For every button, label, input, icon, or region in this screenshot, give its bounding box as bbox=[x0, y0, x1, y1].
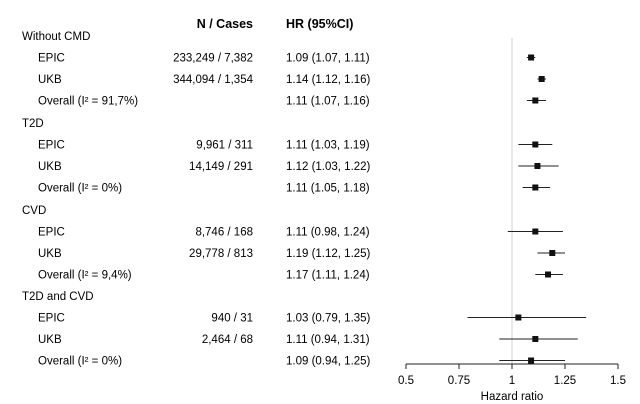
row-label: UKB bbox=[38, 161, 62, 173]
group-title: Without CMD bbox=[22, 31, 90, 43]
row-n-cases: 9,961 / 311 bbox=[196, 140, 253, 152]
row-label: UKB bbox=[38, 74, 62, 86]
hr-point bbox=[532, 97, 539, 104]
x-tick-label: 1 bbox=[509, 375, 515, 387]
hr-point bbox=[549, 250, 556, 256]
row-label: UKB bbox=[38, 248, 62, 260]
group-title: T2D and CVD bbox=[22, 291, 94, 303]
row-label: UKB bbox=[38, 334, 62, 346]
row-hr-text: 1.19 (1.12, 1.25) bbox=[286, 248, 371, 260]
row-n-cases: 8,746 / 168 bbox=[195, 227, 253, 239]
hr-point bbox=[528, 357, 535, 364]
row-hr-text: 1.03 (0.79, 1.35) bbox=[286, 313, 371, 325]
x-axis: 0.5 0.75 1 1.25 1.5 Hazard ratio bbox=[398, 363, 626, 403]
x-tick-label: 1.5 bbox=[610, 375, 626, 387]
row-hr-text: 1.09 (1.07, 1.11) bbox=[286, 53, 370, 65]
row-n-cases: 233,249 / 7,382 bbox=[173, 53, 253, 65]
row-label: EPIC bbox=[38, 227, 65, 239]
hr-point bbox=[545, 271, 552, 278]
row-n-cases: 14,149 / 291 bbox=[189, 161, 253, 173]
group-title: T2D bbox=[22, 118, 44, 130]
group-title: CVD bbox=[22, 205, 46, 217]
row-label: Overall (I² = 91,7%) bbox=[38, 96, 138, 108]
row-label: Overall (I² = 0%) bbox=[38, 356, 122, 368]
row-label: Overall (I² = 0%) bbox=[38, 183, 122, 195]
hr-point bbox=[534, 163, 541, 169]
row-hr-text: 1.12 (1.03, 1.22) bbox=[286, 161, 371, 173]
row-hr-text: 1.11 (1.07, 1.16) bbox=[286, 96, 370, 108]
row-hr-text: 1.11 (0.94, 1.31) bbox=[286, 334, 370, 346]
row-label: EPIC bbox=[38, 313, 65, 325]
row-n-cases: 940 / 31 bbox=[211, 313, 253, 325]
x-tick-label: 0.75 bbox=[448, 375, 470, 387]
hr-point bbox=[532, 141, 539, 148]
hr-point bbox=[532, 336, 539, 342]
row-n-cases: 2,464 / 68 bbox=[202, 334, 253, 346]
row-label: Overall (I² = 9,4%) bbox=[38, 270, 132, 282]
hr-point bbox=[515, 314, 522, 321]
hr-point bbox=[532, 184, 539, 191]
header-n-cases: N / Cases bbox=[197, 17, 253, 31]
x-tick-label: 0.5 bbox=[398, 375, 414, 387]
row-hr-text: 1.11 (0.98, 1.24) bbox=[286, 227, 370, 239]
hr-point bbox=[532, 228, 539, 235]
hr-point bbox=[538, 76, 545, 82]
row-hr-text: 1.11 (1.05, 1.18) bbox=[286, 183, 370, 195]
x-axis-label: Hazard ratio bbox=[481, 391, 544, 403]
row-n-cases: 344,094 / 1,354 bbox=[173, 74, 254, 86]
hr-point bbox=[528, 54, 535, 61]
row-hr-text: 1.17 (1.11, 1.24) bbox=[286, 270, 370, 282]
row-hr-text: 1.11 (1.03, 1.19) bbox=[286, 140, 370, 152]
row-hr-text: 1.09 (0.94, 1.25) bbox=[286, 356, 371, 368]
row-label: EPIC bbox=[38, 53, 65, 65]
row-label: EPIC bbox=[38, 140, 65, 152]
row-n-cases: 29,778 / 813 bbox=[189, 248, 253, 260]
x-tick-label: 1.25 bbox=[554, 375, 576, 387]
header-hr: HR (95%CI) bbox=[286, 17, 353, 31]
forest-rows: Without CMD EPIC 233,249 / 7,382 1.09 (1.07… bbox=[22, 31, 587, 368]
row-hr-text: 1.14 (1.12, 1.16) bbox=[286, 74, 371, 86]
